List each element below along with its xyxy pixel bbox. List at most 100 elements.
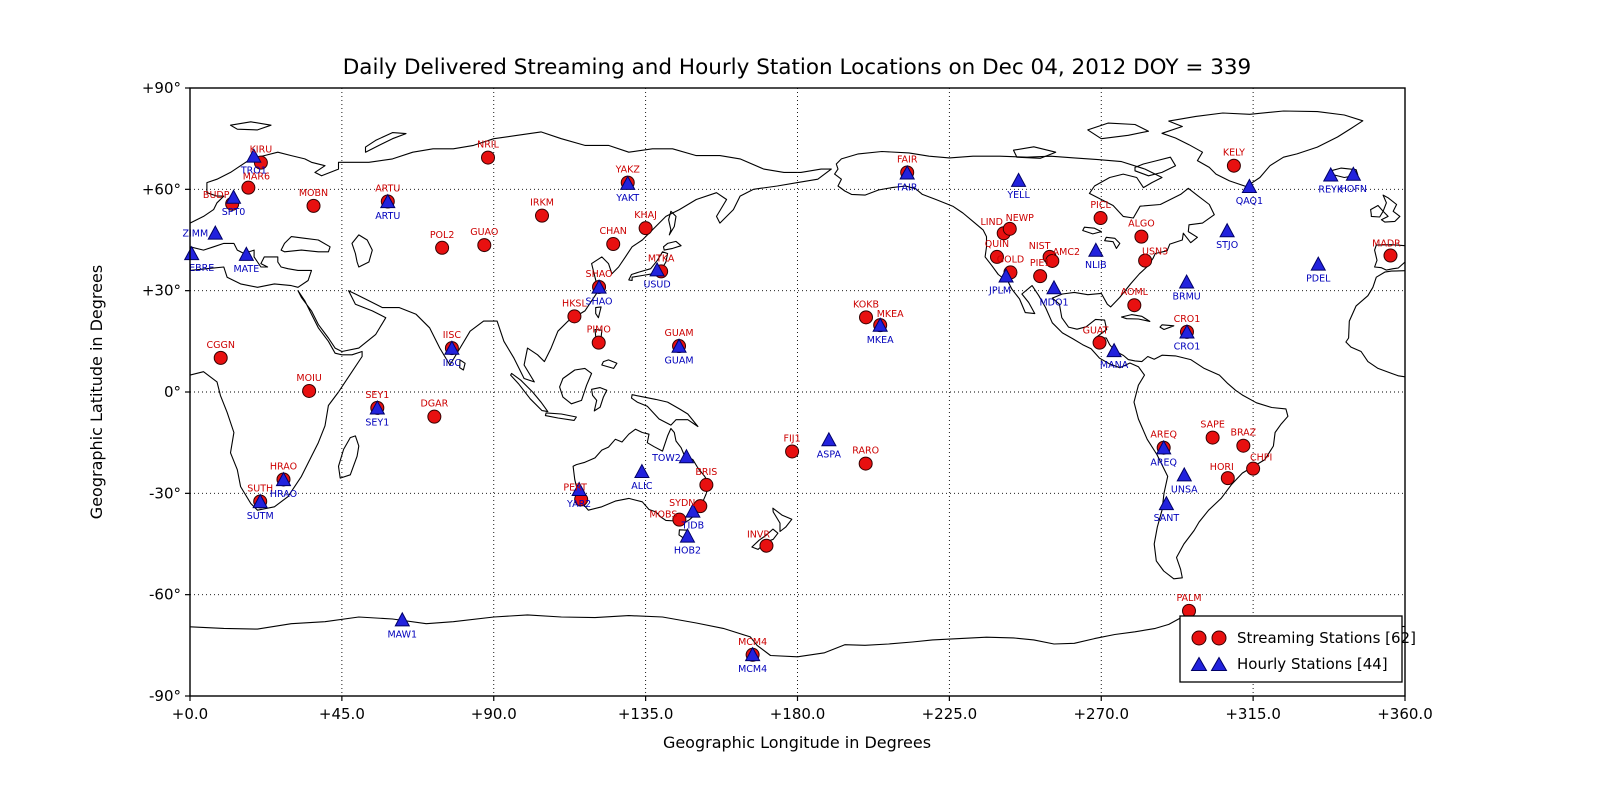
x-axis-label: Geographic Longitude in Degrees bbox=[663, 733, 931, 752]
x-tick-label: +180.0 bbox=[770, 705, 826, 723]
streaming-station-label-MOBN: MOBN bbox=[299, 188, 328, 199]
hourly-station-marker-FAIR bbox=[899, 164, 916, 180]
streaming-station-marker-HKSL bbox=[567, 309, 582, 324]
streaming-station-marker-MAR6 bbox=[241, 180, 256, 195]
streaming-station-label-FAIR: FAIR bbox=[897, 154, 918, 165]
coastline-segment bbox=[229, 121, 272, 131]
hourly-station-label-GUAM: GUAM bbox=[665, 356, 694, 367]
streaming-station-label-BRIS: BRIS bbox=[695, 467, 717, 478]
coastline-segment bbox=[510, 372, 549, 413]
streaming-station-marker-NEWP bbox=[1002, 221, 1017, 236]
coastline-segment bbox=[364, 132, 407, 153]
hourly-station-marker-USUD bbox=[649, 261, 665, 277]
streaming-station-marker-KELY bbox=[1226, 158, 1241, 173]
streaming-station-label-SHAO: SHAO bbox=[586, 269, 613, 280]
coastline-segment bbox=[572, 427, 709, 525]
streaming-station-marker-HORI bbox=[1220, 471, 1235, 486]
streaming-station-marker-POL2 bbox=[435, 240, 450, 255]
hourly-station-label-MDO1: MDO1 bbox=[1039, 297, 1068, 308]
streaming-station-marker-AOML bbox=[1127, 298, 1142, 313]
coastline-segment bbox=[591, 387, 608, 412]
hourly-station-label-HOB2: HOB2 bbox=[674, 546, 701, 557]
streaming-station-marker-CGGN bbox=[213, 350, 228, 365]
legend-streaming-circle-icon bbox=[1191, 630, 1207, 646]
streaming-station-marker-CHPI bbox=[1246, 461, 1261, 476]
coastline-segment bbox=[1370, 204, 1384, 218]
y-tick-label: +60° bbox=[142, 180, 181, 198]
hourly-station-label-ARTU: ARTU bbox=[375, 211, 400, 222]
hourly-station-label-TIDB: TIDB bbox=[681, 521, 704, 532]
coastline-segment bbox=[662, 240, 682, 251]
coastline-segment bbox=[668, 210, 677, 236]
streaming-station-label-DGAR: DGAR bbox=[420, 399, 448, 410]
hourly-station-marker-SHAO bbox=[591, 279, 607, 294]
gridlines bbox=[190, 88, 1405, 696]
legend: Streaming Stations [62] Hourly Stations … bbox=[1179, 615, 1416, 683]
x-tick-label: +135.0 bbox=[618, 705, 674, 723]
hourly-station-label-NLIB: NLIB bbox=[1085, 260, 1107, 271]
streaming-station-label-SYDN: SYDN bbox=[669, 498, 695, 509]
streaming-station-label-POL2: POL2 bbox=[430, 230, 455, 241]
streaming-station-marker-RARO bbox=[858, 456, 873, 471]
streaming-station-label-ALGO: ALGO bbox=[1128, 219, 1155, 230]
y-tick-label: -90° bbox=[149, 687, 181, 705]
streaming-station-label-RARO: RARO bbox=[852, 446, 879, 457]
streaming-station-label-MCM4: MCM4 bbox=[738, 637, 767, 648]
hourly-station-label-YAKT: YAKT bbox=[615, 193, 639, 204]
legend-hourly-triangle-icon bbox=[1190, 656, 1208, 671]
hourly-station-label-MATE: MATE bbox=[233, 264, 259, 275]
streaming-station-label-YAKZ: YAKZ bbox=[615, 165, 641, 176]
streaming-station-marker-USN3 bbox=[1138, 253, 1153, 268]
legend-streaming-circle-icon bbox=[1211, 630, 1227, 646]
streaming-station-label-GUAT: GUAT bbox=[1083, 326, 1109, 337]
hourly-station-marker-NLIB bbox=[1088, 242, 1104, 257]
coastline-segment bbox=[544, 412, 577, 421]
plot-title: Daily Delivered Streaming and Hourly Sta… bbox=[343, 55, 1252, 80]
streaming-station-label-NRIL: NRIL bbox=[477, 140, 500, 151]
hourly-station-label-TOW2: TOW2 bbox=[651, 453, 681, 464]
streaming-station-label-AOML: AOML bbox=[1121, 287, 1149, 298]
hourly-station-marker-MANA bbox=[1106, 342, 1122, 358]
coastline-segment bbox=[351, 234, 373, 268]
streaming-station-label-GOLD: GOLD bbox=[997, 254, 1024, 265]
hourly-station-label-SUTM: SUTM bbox=[247, 511, 274, 522]
stations: NRIL YAKZ IRKM ARTU MOBN KIRU BUDP MAR6 MADR CGGN… bbox=[182, 140, 1401, 676]
streaming-station-label-MOIU: MOIU bbox=[296, 373, 321, 384]
streaming-station-label-IRKM: IRKM bbox=[530, 198, 554, 209]
streaming-station-label-QUIN: QUIN bbox=[985, 239, 1009, 250]
hourly-station-label-YELL: YELL bbox=[1006, 190, 1030, 201]
hourly-station-marker-SEY1 bbox=[369, 399, 386, 415]
streaming-station-label-KHAJ: KHAJ bbox=[634, 210, 657, 221]
streaming-station-marker-AMC2 bbox=[1045, 253, 1060, 268]
x-tick-label: +90.0 bbox=[471, 705, 517, 723]
coastline-segment bbox=[1120, 314, 1151, 322]
streaming-station-marker-KHAJ bbox=[638, 221, 653, 236]
streaming-station-marker-MADR bbox=[1383, 248, 1398, 263]
hourly-station-label-ALIC: ALIC bbox=[631, 481, 653, 492]
streaming-station-marker-NRIL bbox=[481, 150, 496, 165]
hourly-station-label-HRAO: HRAO bbox=[270, 489, 297, 500]
streaming-station-marker-PICL bbox=[1093, 211, 1108, 226]
streaming-station-label-PERT: PERT bbox=[563, 482, 587, 493]
streaming-station-label-LIND: LIND bbox=[980, 217, 1003, 228]
hourly-station-label-CRO1: CRO1 bbox=[1174, 342, 1201, 353]
hourly-station-marker-PDEL bbox=[1310, 256, 1327, 271]
streaming-station-label-MOBS: MOBS bbox=[649, 510, 677, 521]
hourly-station-label-MCM4: MCM4 bbox=[738, 664, 767, 675]
streaming-station-label-NEWP: NEWP bbox=[1006, 213, 1035, 224]
hourly-station-marker-HRAO bbox=[275, 471, 292, 487]
coastline-segment bbox=[1104, 236, 1121, 249]
streaming-station-label-GUAM: GUAM bbox=[665, 328, 694, 339]
streaming-station-marker-MOIU bbox=[302, 383, 317, 398]
coastline-segment bbox=[834, 150, 1289, 580]
hourly-station-marker-YAR2 bbox=[571, 481, 587, 496]
hourly-station-marker-SUTM bbox=[252, 493, 269, 509]
streaming-station-marker-DGAR bbox=[427, 409, 442, 424]
coastline-segment bbox=[337, 435, 360, 479]
legend-hourly-label: Hourly Stations [44] bbox=[1237, 655, 1388, 673]
hourly-station-marker-HOB2 bbox=[679, 528, 696, 543]
hourly-station-label-SHAO: SHAO bbox=[586, 297, 613, 308]
streaming-station-marker-BRAZ bbox=[1236, 438, 1251, 453]
streaming-station-marker-GUAO bbox=[477, 238, 492, 253]
